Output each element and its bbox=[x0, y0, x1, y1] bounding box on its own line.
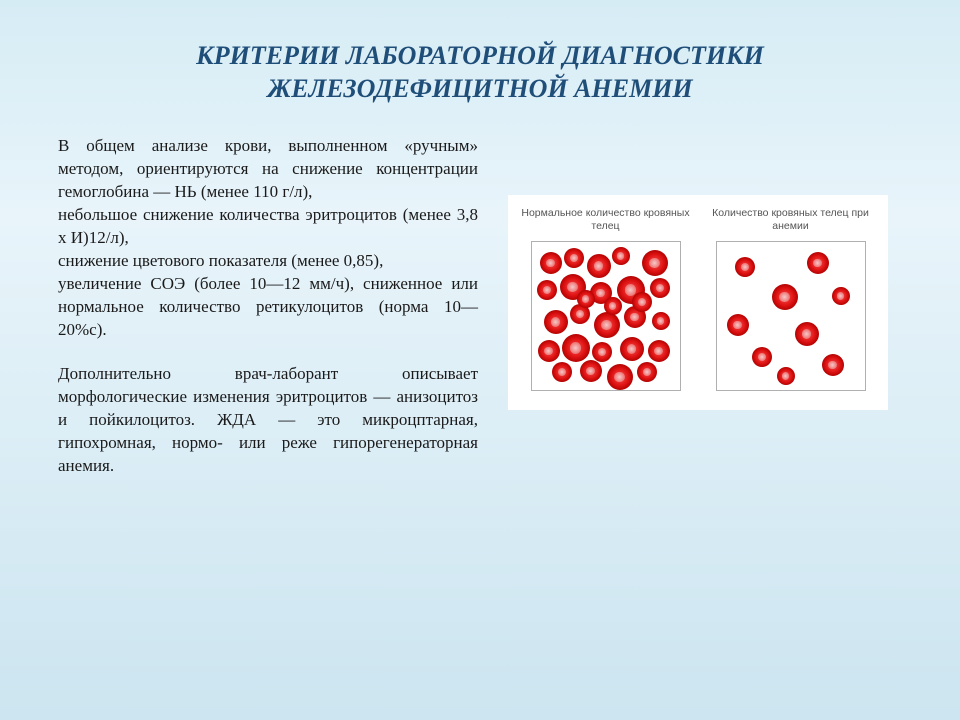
title-line-1: КРИТЕРИИ ЛАБОРАТОРНОЙ ДИАГНОСТИКИ bbox=[196, 41, 764, 70]
blood-cell-icon bbox=[637, 362, 657, 382]
blood-cell-icon bbox=[607, 364, 633, 390]
title-line-2: ЖЕЛЕЗОДЕФИЦИТНОЙ АНЕМИИ bbox=[267, 74, 692, 103]
blood-cell-icon bbox=[538, 340, 560, 362]
anemia-panel-label: Количество кровяных телец при анемии bbox=[703, 207, 878, 235]
blood-cells-figure: Нормальное количество кровяных телец Кол… bbox=[508, 195, 888, 410]
para-5: Дополнительно врач-лаборант описывает мо… bbox=[58, 363, 478, 478]
blood-cell-icon bbox=[807, 252, 829, 274]
blood-cell-icon bbox=[632, 292, 652, 312]
slide-title: КРИТЕРИИ ЛАБОРАТОРНОЙ ДИАГНОСТИКИ ЖЕЛЕЗО… bbox=[0, 0, 960, 105]
para-1: В общем анализе крови, выполненном «ручн… bbox=[58, 135, 478, 204]
normal-panel: Нормальное количество кровяных телец bbox=[518, 207, 693, 398]
normal-cells-box bbox=[531, 241, 681, 391]
blood-cell-icon bbox=[594, 312, 620, 338]
blood-cell-icon bbox=[727, 314, 749, 336]
blood-cell-icon bbox=[777, 367, 795, 385]
blood-cell-icon bbox=[735, 257, 755, 277]
blood-cell-icon bbox=[648, 340, 670, 362]
blood-cell-icon bbox=[587, 254, 611, 278]
para-2: небольшое снижение количества эритроцито… bbox=[58, 204, 478, 250]
blood-cell-icon bbox=[642, 250, 668, 276]
blood-cell-icon bbox=[612, 247, 630, 265]
blood-cell-icon bbox=[604, 297, 622, 315]
anemia-cells-box bbox=[716, 241, 866, 391]
paragraph-spacer bbox=[58, 341, 478, 363]
blood-cell-icon bbox=[540, 252, 562, 274]
blood-cell-icon bbox=[752, 347, 772, 367]
blood-cell-icon bbox=[537, 280, 557, 300]
para-3: снижение цветового показателя (менее 0,8… bbox=[58, 250, 478, 273]
body-text: В общем анализе крови, выполненном «ручн… bbox=[58, 135, 478, 478]
blood-cell-icon bbox=[552, 362, 572, 382]
blood-cell-icon bbox=[620, 337, 644, 361]
blood-cell-icon bbox=[795, 322, 819, 346]
blood-cell-icon bbox=[544, 310, 568, 334]
blood-cell-icon bbox=[564, 248, 584, 268]
blood-cell-icon bbox=[562, 334, 590, 362]
blood-cell-icon bbox=[832, 287, 850, 305]
normal-panel-label: Нормальное количество кровяных телец bbox=[518, 207, 693, 235]
anemia-panel: Количество кровяных телец при анемии bbox=[703, 207, 878, 398]
para-4: увеличение СОЭ (более 10—12 мм/ч), сниже… bbox=[58, 273, 478, 342]
blood-cell-icon bbox=[592, 342, 612, 362]
blood-cell-icon bbox=[577, 290, 595, 308]
figure-column: Нормальное количество кровяных телец Кол… bbox=[478, 135, 920, 478]
blood-cell-icon bbox=[650, 278, 670, 298]
blood-cell-icon bbox=[822, 354, 844, 376]
content-area: В общем анализе крови, выполненном «ручн… bbox=[0, 105, 960, 478]
blood-cell-icon bbox=[772, 284, 798, 310]
blood-cell-icon bbox=[580, 360, 602, 382]
blood-cell-icon bbox=[652, 312, 670, 330]
